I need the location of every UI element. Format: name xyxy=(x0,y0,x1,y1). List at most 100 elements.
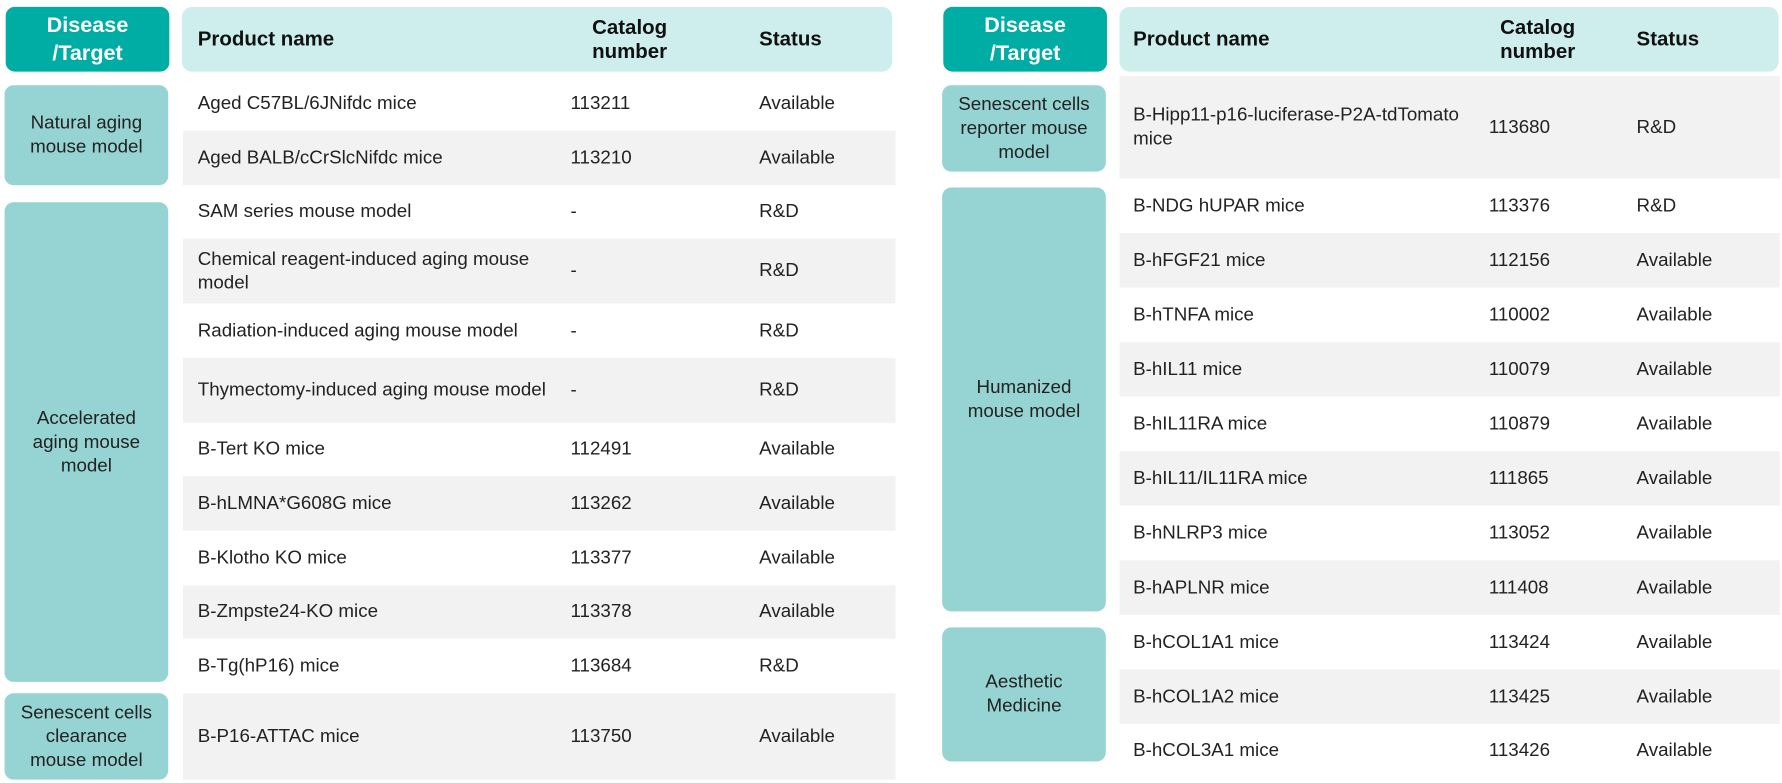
group-label: Senescent cells reporter mouse model xyxy=(942,85,1106,172)
product-name: B-Zmpste24-KO mice xyxy=(197,601,379,622)
table-row xyxy=(182,476,896,531)
status: R&D xyxy=(759,260,799,281)
catalog-number: 113426 xyxy=(1488,739,1551,761)
status: Available xyxy=(1636,576,1713,598)
status: Available xyxy=(759,492,835,514)
catalog-number: 113210 xyxy=(570,147,632,168)
product-name: B-Tg(hP16) mice xyxy=(197,655,340,676)
status: Available xyxy=(1636,739,1713,761)
table-row xyxy=(182,585,896,639)
header-target: Disease /Target xyxy=(5,6,170,72)
status: Available xyxy=(759,438,835,460)
catalog-number: 113262 xyxy=(570,492,632,514)
status: R&D xyxy=(759,655,799,676)
status: R&D xyxy=(759,319,799,341)
catalog-number: 113750 xyxy=(570,725,632,747)
table-row xyxy=(182,130,896,186)
product-name: B-P16-ATTAC mice xyxy=(197,725,360,747)
table-row xyxy=(1119,76,1780,179)
table-row xyxy=(1119,232,1780,288)
product-name: Aged C57BL/6JNifdc mice xyxy=(197,92,417,114)
catalog-number: 113052 xyxy=(1488,522,1551,543)
table-row xyxy=(182,357,896,423)
group-label: Humanized mouse model xyxy=(942,187,1106,612)
product-name: B-Tert KO mice xyxy=(197,438,325,460)
product-name: B-NDG hUPAR mice xyxy=(1133,194,1305,216)
catalog-number: 111408 xyxy=(1488,576,1549,598)
catalog-number: 113425 xyxy=(1488,685,1551,707)
header-status: Status xyxy=(1636,27,1700,51)
table-row xyxy=(1119,342,1780,397)
status: Available xyxy=(1636,358,1713,380)
product-name: B-hIL11 mice xyxy=(1133,358,1243,380)
group-label: Aesthetic Medicine xyxy=(942,627,1106,762)
status: Available xyxy=(759,147,835,168)
status: Available xyxy=(1636,304,1713,325)
table-row xyxy=(182,238,896,304)
product-name: SAM series mouse model xyxy=(197,201,412,222)
catalog-number: 110079 xyxy=(1488,358,1551,380)
status: Available xyxy=(759,547,835,568)
product-name: B-Klotho KO mice xyxy=(197,547,347,568)
product-name: B-hFGF21 mice xyxy=(1133,249,1266,270)
status: Available xyxy=(759,725,835,747)
status: R&D xyxy=(759,201,799,222)
product-name: B-hNLRP3 mice xyxy=(1133,522,1268,543)
product-name: Aged BALB/cCrSlcNifdc mice xyxy=(197,147,443,168)
product-name: Chemical reagent-induced aging mouse mod… xyxy=(197,248,530,293)
table-row xyxy=(182,693,896,780)
header-catalog: Catalog number xyxy=(592,15,668,62)
status: Available xyxy=(759,92,835,114)
product-name: Thymectomy-induced aging mouse model xyxy=(197,379,546,401)
status: Available xyxy=(1636,467,1713,489)
catalog-number: 112156 xyxy=(1488,249,1551,270)
catalog-number: 112491 xyxy=(570,438,632,460)
table-row xyxy=(1119,669,1780,724)
header-product: Product name xyxy=(197,27,335,51)
product-name: B-Hipp11-p16-luciferase-P2A-tdTomato mic… xyxy=(1133,104,1459,149)
header-product: Product name xyxy=(1133,27,1270,51)
product-name: B-hCOL1A2 mice xyxy=(1133,685,1280,707)
catalog-number: 113684 xyxy=(570,655,632,676)
catalog-number: 111865 xyxy=(1488,467,1549,489)
status: Available xyxy=(759,601,835,622)
group-label: Accelerated aging mouse model xyxy=(4,202,169,682)
product-name: B-hCOL3A1 mice xyxy=(1133,739,1280,761)
catalog-number: 110879 xyxy=(1488,413,1551,434)
product-name: Radiation-induced aging mouse model xyxy=(197,319,518,341)
status: Available xyxy=(1636,413,1713,434)
header-catalog: Catalog number xyxy=(1500,15,1576,62)
product-name: B-hTNFA mice xyxy=(1133,304,1254,325)
group-label: Senescent cells clearance mouse model xyxy=(4,693,169,780)
status: R&D xyxy=(1636,194,1677,216)
header-bar xyxy=(181,6,893,72)
catalog-number: - xyxy=(570,379,577,401)
header-bar xyxy=(1119,6,1779,72)
status: R&D xyxy=(1636,116,1677,137)
status: R&D xyxy=(759,379,799,401)
status: Available xyxy=(1636,249,1713,270)
catalog-number: - xyxy=(570,319,577,341)
table-row xyxy=(1119,560,1780,615)
header-status: Status xyxy=(759,27,822,51)
catalog-number: 113680 xyxy=(1488,116,1551,137)
group-label: Natural aging mouse model xyxy=(4,85,169,186)
product-name: B-hLMNA*G608G mice xyxy=(197,492,392,514)
table-row xyxy=(1119,451,1780,506)
product-name: B-hCOL1A1 mice xyxy=(1133,631,1280,652)
catalog-number: 113376 xyxy=(1488,194,1551,216)
product-name: B-hIL11RA mice xyxy=(1133,413,1268,434)
product-name: B-hAPLNR mice xyxy=(1133,576,1270,598)
header-target: Disease /Target xyxy=(943,6,1107,72)
catalog-number: 110002 xyxy=(1488,304,1551,325)
catalog-number: 113424 xyxy=(1488,631,1551,652)
catalog-number: 113211 xyxy=(570,92,631,114)
catalog-number: 113378 xyxy=(570,601,632,622)
status: Available xyxy=(1636,685,1713,707)
product-name: B-hIL11/IL11RA mice xyxy=(1133,467,1308,489)
catalog-number: - xyxy=(570,260,577,281)
catalog-number: 113377 xyxy=(570,547,632,568)
status: Available xyxy=(1636,522,1713,543)
